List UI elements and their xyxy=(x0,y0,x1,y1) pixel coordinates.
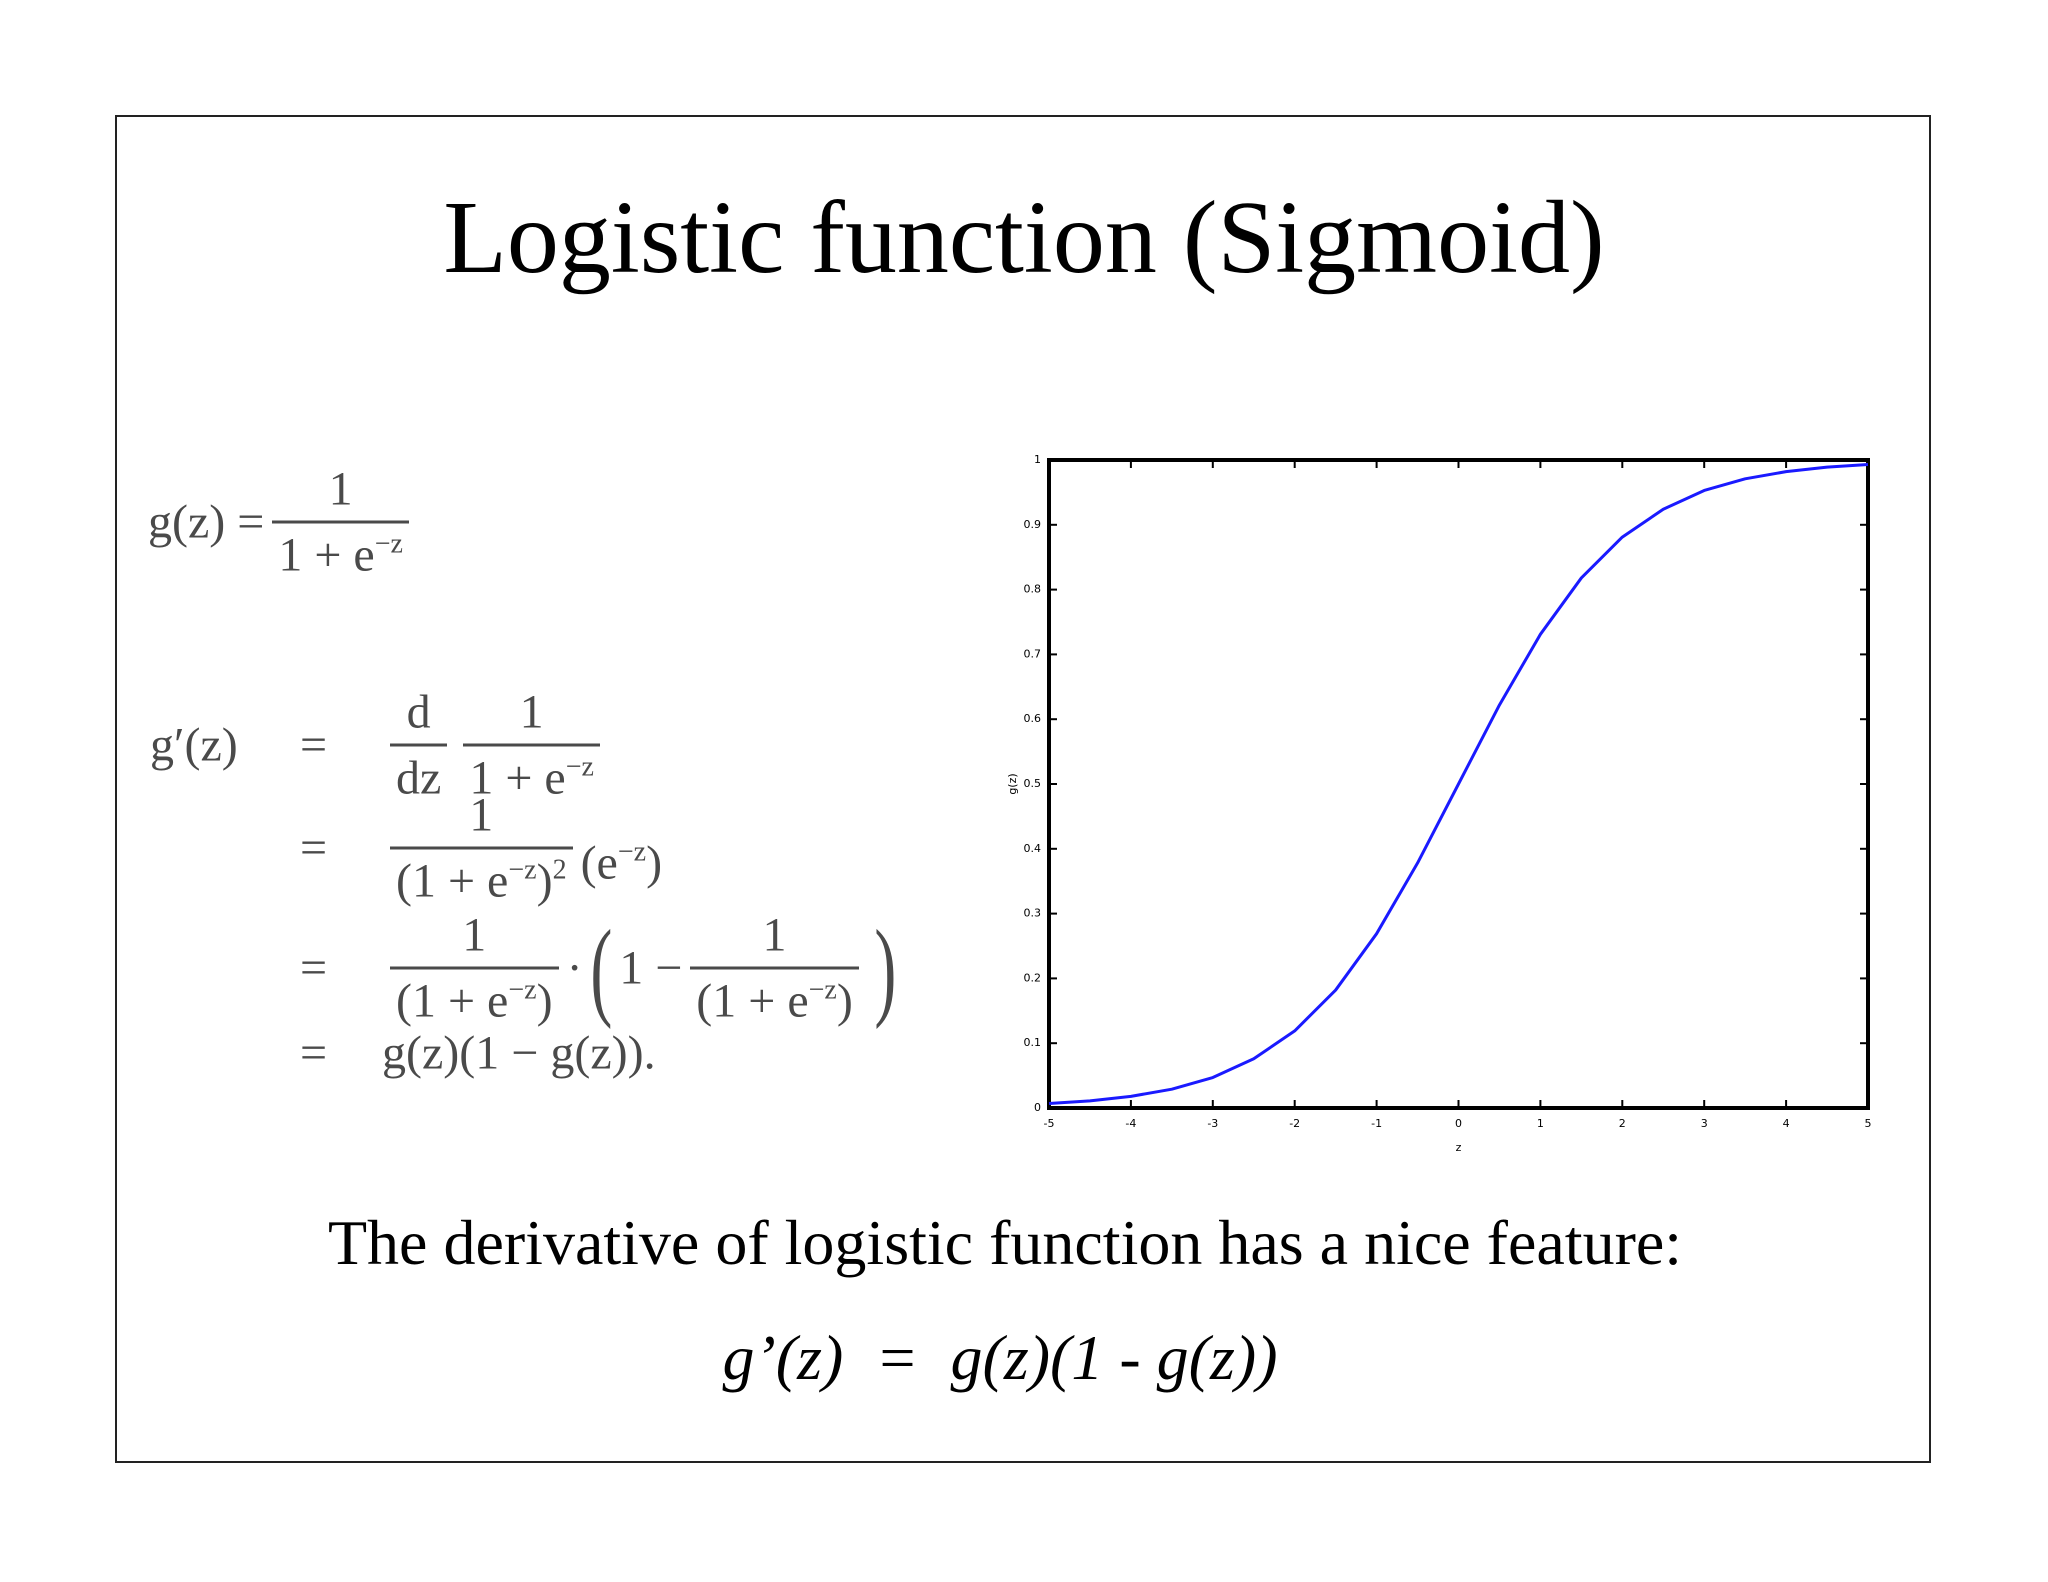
text: ) xyxy=(646,836,663,890)
denominator: 1 + e−z xyxy=(463,743,600,806)
x-tick-label: 4 xyxy=(1783,1117,1790,1130)
y-tick-label: 0.1 xyxy=(1024,1036,1042,1049)
denominator: 1 + e−z xyxy=(272,520,409,583)
x-tick-label: -4 xyxy=(1125,1117,1136,1130)
y-tick-label: 0.2 xyxy=(1024,971,1042,984)
numerator: 1 xyxy=(328,462,353,516)
derivation-line: = g(z)(1 − g(z)). xyxy=(300,1026,656,1081)
derivation-line: = 1 (1 + e−z)2 (e−z) xyxy=(300,788,662,909)
text: 1 − xyxy=(619,941,683,995)
derivation-line: = 1 (1 + e−z) · ( 1 − 1 (1 + e−z) ) xyxy=(300,908,903,1029)
numerator: d xyxy=(406,685,431,739)
x-tick-label: 0 xyxy=(1455,1117,1462,1130)
exponent: 2 xyxy=(552,854,567,886)
y-tick-label: 0 xyxy=(1034,1101,1041,1114)
exponent: −z xyxy=(565,751,594,783)
y-tick-label: 0.5 xyxy=(1024,777,1042,790)
x-tick-label: 5 xyxy=(1865,1117,1872,1130)
y-tick-label: 1 xyxy=(1034,453,1041,466)
fraction: 1 (1 + e−z) xyxy=(690,908,859,1029)
text: ) xyxy=(536,974,553,1028)
text: (1 + e xyxy=(396,974,509,1028)
paren: ( xyxy=(589,907,612,1029)
equals: = xyxy=(300,821,328,875)
y-tick-label: 0.3 xyxy=(1024,907,1042,920)
exponent: −z xyxy=(374,528,403,560)
slide-title: Logistic function (Sigmoid) xyxy=(443,180,1605,295)
equals: = xyxy=(300,1026,328,1080)
exponent: −z xyxy=(508,854,537,886)
formula: g’(z) = g(z)(1 - g(z)) xyxy=(722,1322,1278,1393)
y-axis-label: g(z) xyxy=(1006,773,1019,794)
denominator: (1 + e−z) xyxy=(390,966,559,1029)
exponent: −z xyxy=(617,836,647,868)
equals: = xyxy=(300,718,328,772)
x-tick-label: 3 xyxy=(1701,1117,1708,1130)
x-axis-label: z xyxy=(1456,1141,1462,1154)
denominator: (1 + e−z) xyxy=(690,966,859,1029)
numerator: 1 xyxy=(762,908,787,962)
y-tick-label: 0.7 xyxy=(1024,647,1042,660)
fraction: 1 (1 + e−z)2 xyxy=(390,788,573,909)
text: ) xyxy=(836,974,853,1028)
x-tick-label: -2 xyxy=(1289,1117,1300,1130)
denominator: (1 + e−z)2 xyxy=(390,846,573,909)
numerator: 1 xyxy=(469,788,494,842)
x-tick-label: 2 xyxy=(1619,1117,1626,1130)
y-tick-label: 0.8 xyxy=(1024,583,1042,596)
text: 1 + e xyxy=(278,528,375,582)
x-tick-label: -3 xyxy=(1207,1117,1218,1130)
text: (1 + e xyxy=(396,854,509,908)
y-tick-label: 0.9 xyxy=(1024,518,1042,531)
expression: g(z)(1 − g(z)). xyxy=(382,1026,656,1080)
slide-frame xyxy=(115,115,1931,1463)
equals: = xyxy=(300,941,328,995)
text: 1 + e xyxy=(469,751,566,805)
x-tick-label: 1 xyxy=(1537,1117,1544,1130)
lhs: g(z) = xyxy=(148,495,265,549)
x-tick-label: -5 xyxy=(1044,1117,1055,1130)
y-tick-label: 0.4 xyxy=(1024,842,1042,855)
derivation-lhs: g′(z) xyxy=(150,718,238,773)
fraction: 1 (1 + e−z) xyxy=(390,908,559,1029)
x-tick-label: -1 xyxy=(1371,1117,1382,1130)
fraction: d dz xyxy=(390,685,448,806)
text: (e xyxy=(580,836,618,890)
dot: · xyxy=(566,941,583,995)
line-series xyxy=(1048,463,1869,1105)
exponent: −z xyxy=(808,974,837,1006)
term: (e−z) xyxy=(581,836,663,891)
lhs: g′(z) xyxy=(150,718,238,772)
numerator: 1 xyxy=(519,685,544,739)
exponent: −z xyxy=(508,974,537,1006)
text: ) xyxy=(536,854,553,908)
y-tick-label: 0.6 xyxy=(1024,712,1042,725)
numerator: 1 xyxy=(462,908,487,962)
text: (1 + e xyxy=(696,974,809,1028)
denominator: dz xyxy=(390,743,448,806)
paren: ) xyxy=(874,907,897,1029)
caption: The derivative of logistic function has … xyxy=(327,1207,1683,1278)
